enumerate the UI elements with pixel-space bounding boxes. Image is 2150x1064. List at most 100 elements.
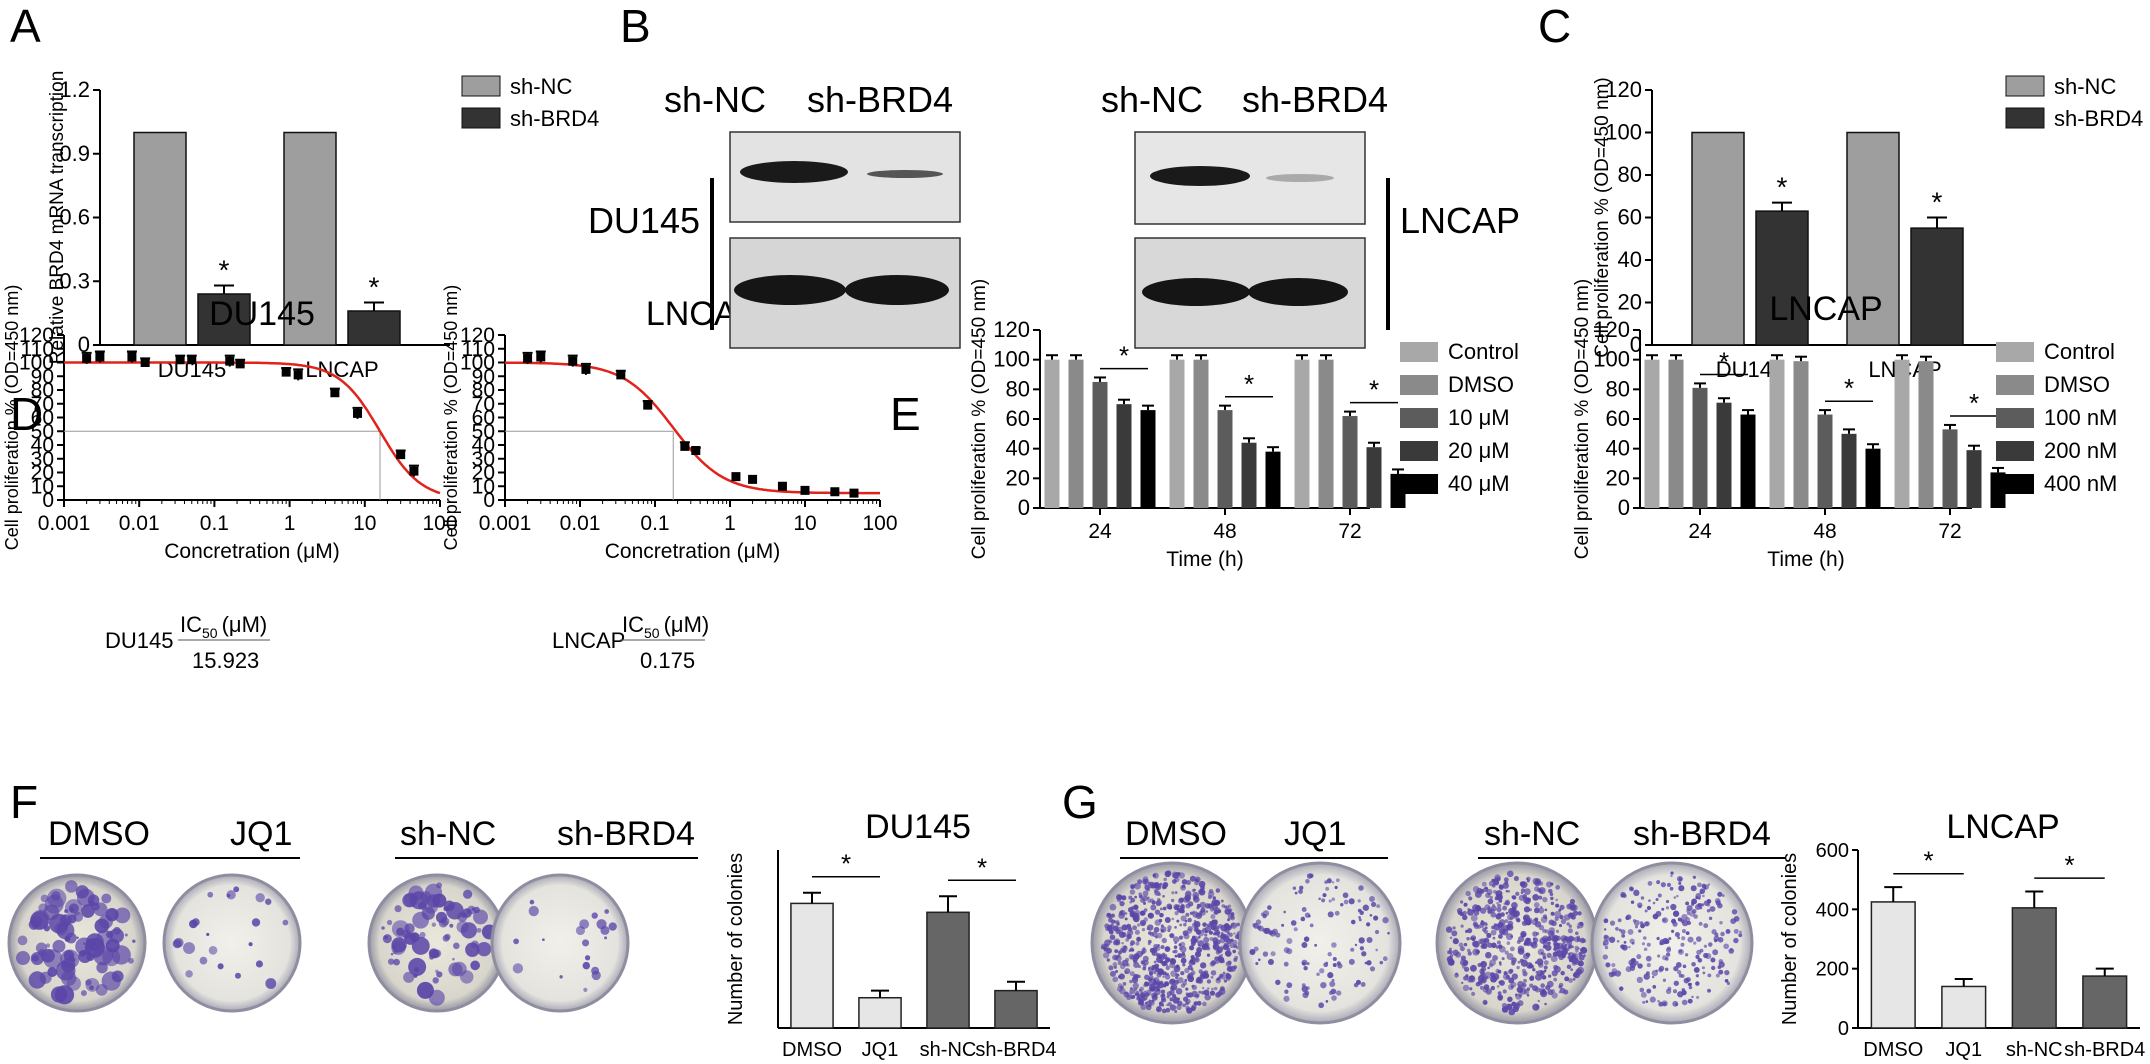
colony: [1577, 947, 1580, 950]
y-tick-label: 70: [31, 393, 54, 416]
colony: [1493, 879, 1500, 886]
colony: [391, 940, 406, 955]
colony: [1211, 899, 1218, 906]
colony: [1157, 944, 1160, 947]
y-tick-label: 80: [1618, 162, 1642, 187]
colony: [591, 912, 598, 919]
colony: [1160, 945, 1165, 950]
colony: [1319, 968, 1325, 974]
colony: [1108, 965, 1114, 971]
colony: [1368, 896, 1375, 903]
bar: [1910, 227, 1964, 346]
colony: [1685, 917, 1691, 922]
colony: [234, 972, 241, 979]
colony: [1725, 929, 1731, 934]
bar: [1692, 387, 1708, 508]
colony: [1462, 910, 1467, 916]
colony: [248, 942, 253, 947]
colony: [1188, 945, 1195, 951]
ic50-box-du145: DU145 IC50 (μM) 15.923: [105, 612, 270, 673]
colony: [1303, 966, 1308, 971]
colony: [1504, 950, 1509, 955]
colony: [1620, 929, 1626, 935]
colony: [1348, 958, 1355, 965]
x-tick-label: 0.01: [119, 512, 160, 535]
colony: [1678, 949, 1682, 953]
colony: [1350, 919, 1356, 925]
colony: [1301, 961, 1306, 966]
colony: [1301, 942, 1308, 948]
colony: [1228, 932, 1233, 937]
colony: [1681, 936, 1686, 941]
colony: [1560, 970, 1565, 976]
colony: [1187, 901, 1194, 907]
significance-star: *: [1119, 341, 1129, 371]
colony: [1680, 974, 1685, 978]
colony: [1153, 993, 1157, 998]
colony: [1382, 917, 1389, 924]
colony: [1165, 965, 1170, 971]
x-axis-label: Time (h): [1166, 548, 1243, 571]
colony: [512, 963, 524, 974]
colony: [1509, 946, 1515, 952]
colony: [1318, 1002, 1325, 1009]
colony: [1160, 926, 1167, 933]
colony: [1513, 876, 1519, 882]
colony: [1194, 938, 1199, 943]
colony: [1353, 982, 1359, 988]
colony: [1147, 939, 1152, 944]
colony: [1134, 909, 1140, 916]
colony: [604, 936, 608, 940]
colony: [471, 940, 479, 949]
colony: [1318, 897, 1321, 901]
colony: [1178, 935, 1184, 940]
bar: [1092, 381, 1108, 508]
colony: [1623, 941, 1627, 944]
x-axis-label: Concretration (μM): [605, 540, 780, 563]
colony: [1121, 924, 1128, 931]
colony: [1687, 936, 1694, 943]
colony: [1517, 960, 1521, 964]
y-tick-label: 60: [472, 407, 495, 430]
colony: [1126, 992, 1133, 998]
colony: [1651, 969, 1658, 977]
colony: [1505, 889, 1509, 893]
colony: [1225, 950, 1232, 957]
colony: [1185, 890, 1192, 897]
legend-swatch: [1400, 408, 1438, 428]
colony: [1480, 944, 1486, 949]
y-tick-label: 100: [1605, 120, 1642, 145]
colony: [1205, 910, 1209, 913]
colony: [1471, 991, 1476, 996]
colony: [1511, 957, 1517, 963]
significance-star: *: [1923, 846, 1933, 876]
colony: [1506, 870, 1514, 878]
colony: [1342, 892, 1349, 899]
colony: [1546, 980, 1554, 988]
colony: [255, 960, 263, 968]
colony: [1180, 971, 1185, 976]
colony: [1547, 989, 1554, 996]
colony: [1197, 944, 1201, 947]
colony: [1283, 961, 1289, 967]
y-tick-label: 0: [483, 489, 495, 512]
colony: [1550, 955, 1558, 963]
colony: [1695, 936, 1702, 942]
data-point: [536, 352, 546, 362]
data-point: [353, 408, 363, 418]
colony: [1138, 988, 1142, 992]
colony: [1657, 954, 1661, 958]
colony: [411, 935, 415, 938]
colony: [1143, 917, 1149, 922]
colony: [1628, 945, 1631, 949]
colony: [1524, 888, 1531, 895]
y-axis-label: Cell proliferation % (OD=450 nm): [2, 285, 22, 551]
colony: [1167, 1001, 1172, 1007]
colony: [1170, 986, 1175, 991]
y-tick-label: 20: [472, 462, 495, 485]
colony: [1382, 956, 1388, 962]
colony: [1568, 924, 1572, 928]
colony: [1169, 1004, 1177, 1011]
colony: [1558, 954, 1565, 961]
colony: [1575, 968, 1583, 976]
